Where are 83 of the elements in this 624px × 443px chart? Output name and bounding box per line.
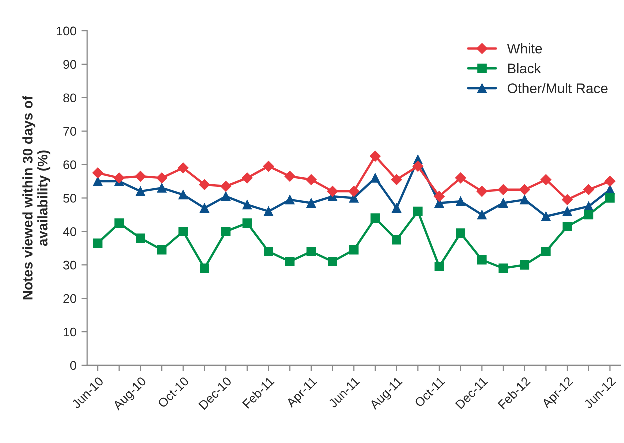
point [456,196,466,206]
point [370,173,380,183]
point [285,257,295,266]
point [156,172,168,184]
point [200,204,210,213]
y-tick-label: 10 [64,328,76,337]
point [370,214,380,223]
point [135,171,146,182]
point [93,238,103,248]
point [200,264,210,274]
point [476,186,488,197]
point [157,184,167,193]
point [114,172,125,184]
y-tick-label: 80 [64,94,76,103]
point [264,206,274,216]
point [285,195,295,205]
point [242,172,253,184]
y-axis-title: Notes viewed within 30 days of availability (%) [22,96,51,300]
point [370,151,381,162]
point [540,174,552,186]
y-tick-label: 100 [57,26,76,36]
y-tick-label: 90 [64,60,76,70]
point [392,204,402,213]
point [264,247,274,256]
point [498,198,508,208]
y-tick-label: 20 [64,294,76,304]
point [178,162,189,174]
point [306,174,317,186]
y-tick-label: 30 [64,260,76,270]
point [306,198,316,208]
point [604,176,616,187]
point [412,161,424,172]
point [221,192,231,202]
point [328,257,338,266]
point [498,184,509,196]
point [434,191,445,202]
legend-label: Black [508,63,542,74]
point [392,235,402,245]
point [114,218,124,228]
point [178,190,188,200]
y-tick-label: 60 [64,160,76,170]
point [542,247,551,256]
point [93,176,103,186]
point [263,161,274,172]
point [606,194,615,203]
point [178,227,188,236]
y-tick-label: 50 [64,194,76,203]
point [520,195,530,205]
legend-label: White [507,44,542,54]
point [221,227,231,236]
point [477,210,487,220]
point [348,186,360,197]
point [498,264,508,274]
point [242,200,252,210]
point [220,181,232,192]
point [284,171,296,182]
point [477,255,487,265]
point [391,174,402,186]
point [562,222,572,232]
point [455,172,466,184]
point [327,186,338,197]
y-tick-label: 70 [64,127,76,136]
point [519,184,530,196]
point [136,186,146,196]
point [456,228,466,238]
point [136,234,146,244]
point [199,179,210,190]
point [562,194,573,206]
point [306,247,316,256]
point [542,212,551,222]
point [92,168,104,179]
point [434,262,444,272]
point [157,245,167,255]
point [349,245,359,255]
point [242,218,252,228]
point [583,184,594,196]
y-tick-label: 40 [63,227,76,236]
point [562,206,572,216]
legend-label: Other/Mult Race [508,83,608,94]
point [520,260,530,270]
point [413,206,423,216]
y-tick-label: 0 [70,361,76,370]
point [584,210,594,220]
